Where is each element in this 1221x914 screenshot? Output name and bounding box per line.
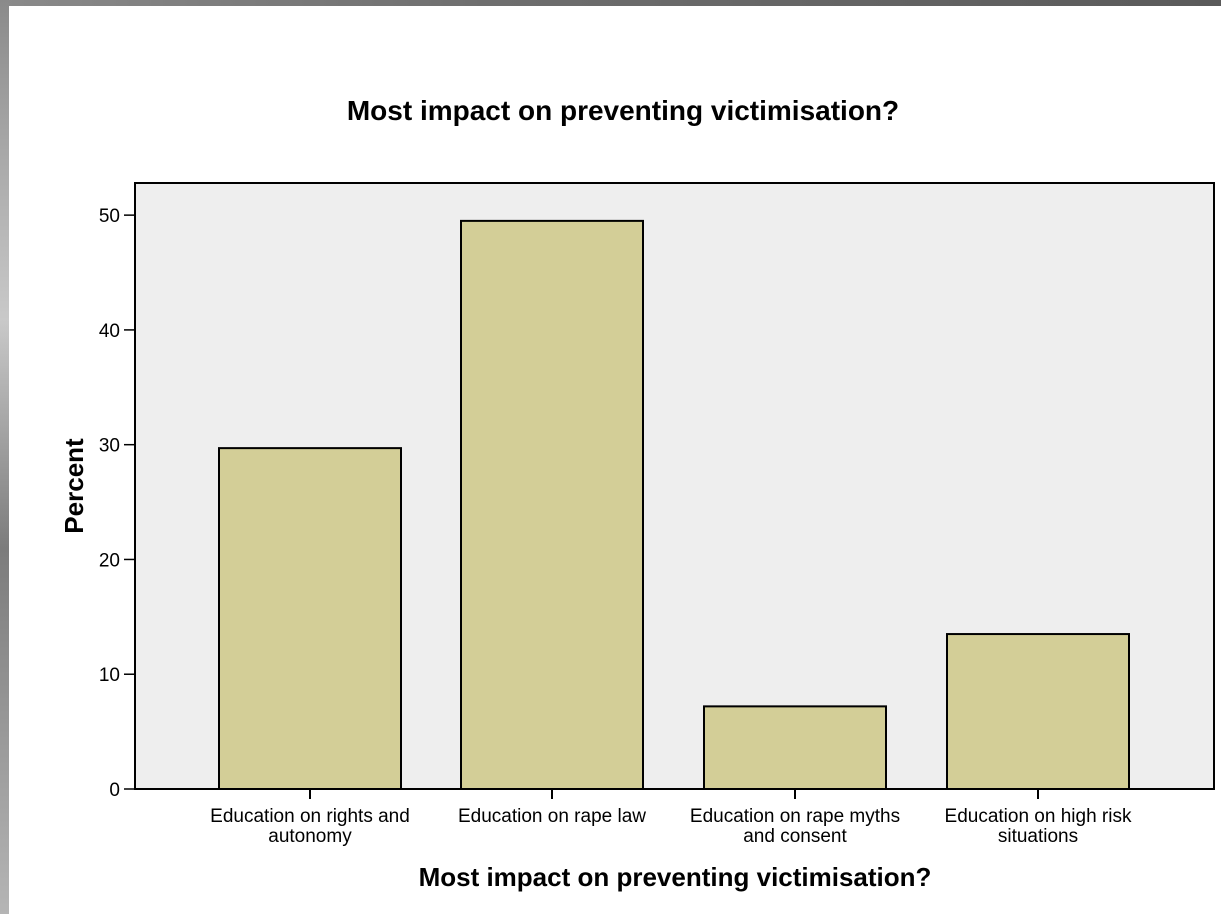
x-tick-label: Education on rape law (458, 806, 646, 827)
y-tick-label: 30 (99, 436, 120, 457)
bars (218, 219, 1130, 791)
x-axis-title: Most impact on preventing victimisation? (419, 862, 932, 892)
chart-title: Most impact on preventing victimisation? (347, 95, 899, 126)
bar (946, 633, 1130, 790)
x-tick-label: Education on high risk situations (945, 806, 1132, 847)
y-tick-label: 10 (99, 665, 120, 686)
bar (703, 705, 887, 791)
y-axis-title: Percent (59, 438, 89, 534)
y-tick-label: 40 (99, 321, 120, 342)
y-tick-label: 50 (99, 206, 120, 227)
bar (460, 219, 644, 790)
x-axis: Education on rights and autonomy Education… (210, 789, 1132, 847)
x-tick-label: Education on rape myths and consent (690, 806, 900, 847)
y-tick-label: 0 (109, 780, 120, 801)
x-tick-label: Education on rights and autonomy (210, 806, 410, 847)
y-axis: 0 10 20 30 40 50 (99, 206, 135, 801)
window-frame-left (0, 0, 9, 914)
y-tick-label: 20 (99, 550, 120, 571)
window-frame-top (0, 0, 1221, 6)
bar (218, 447, 402, 790)
